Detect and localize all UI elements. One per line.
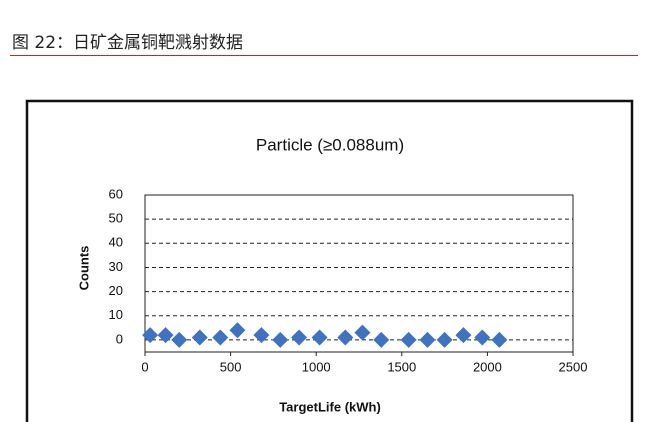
scatter-point [291,329,308,346]
x-tick-label: 1000 [302,359,331,374]
scatter-point [171,331,188,348]
scatter-point [337,329,354,346]
y-tick-label: 20 [109,283,123,298]
scatter-point [212,329,229,346]
scatter-point [253,327,270,344]
scatter-point [400,331,417,348]
x-tick-label: 1500 [387,359,416,374]
y-tick-label: 0 [116,331,123,346]
chart-title: Particle (≥0.088um) [256,135,404,154]
y-tick-label: 60 [109,186,123,201]
y-tick-label: 40 [109,235,123,250]
figure-caption: 图 22：日矿金属铜靶溅射数据 [12,33,244,53]
scatter-point [373,331,390,348]
scatter-point [191,329,208,346]
x-axis-label: TargetLife (kWh) [279,399,381,414]
y-tick-label: 50 [109,211,123,226]
scatter-point [311,329,328,346]
x-tick-label: 2000 [473,359,502,374]
scatter-point [455,327,472,344]
y-tick-label: 10 [109,307,123,322]
x-tick-label: 0 [141,359,148,374]
y-axis-label: Counts [76,246,91,291]
y-tick-label: 30 [109,259,123,274]
scatter-point [272,331,289,348]
scatter-point [491,331,508,348]
scatter-point [474,329,491,346]
x-tick-label: 2500 [559,359,588,374]
scatter-point [419,331,436,348]
scatter-point [436,331,453,348]
plot-area [144,194,574,353]
scatter-point [229,322,246,339]
x-tick-label: 500 [220,359,242,374]
header-rule [10,55,638,56]
scatter-point [157,327,174,344]
scatter-point [142,327,159,344]
scatter-point [354,324,371,341]
